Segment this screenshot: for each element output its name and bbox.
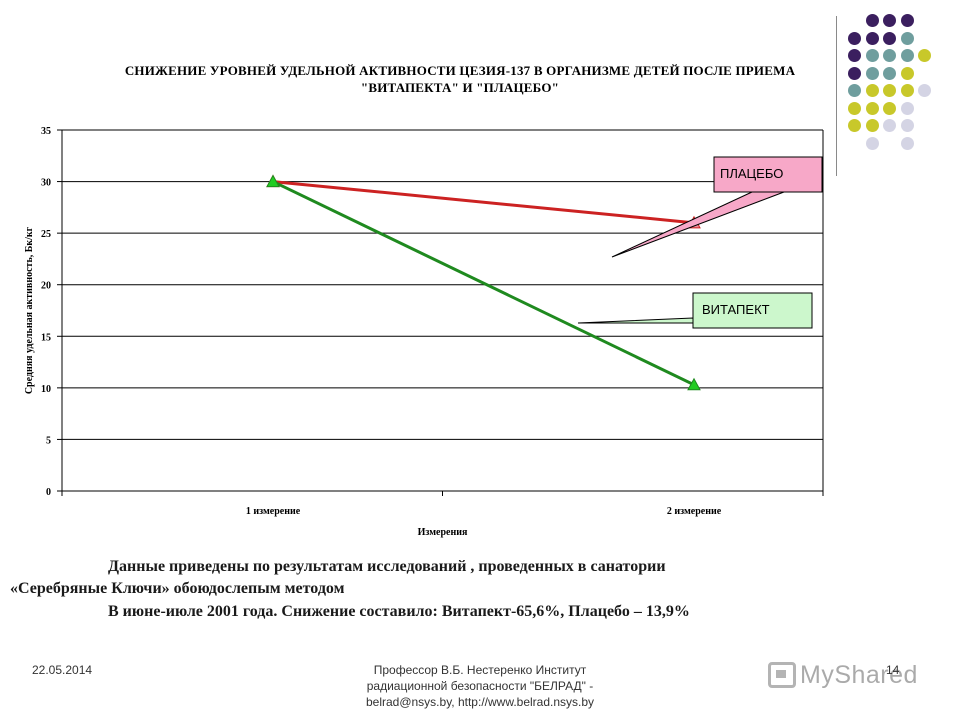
- decorative-dot-pattern: [848, 14, 944, 154]
- decorative-dot: [883, 14, 896, 27]
- decorative-dot: [900, 49, 914, 62]
- decorative-dot: [918, 84, 931, 97]
- decorative-dot: [900, 119, 914, 132]
- logo-text: MyShared: [800, 660, 918, 689]
- footer-author-line2: радиационной безопасности "БЕЛРАД" -: [366, 679, 594, 693]
- decorative-dot: [848, 66, 861, 80]
- y-tick-label: 35: [41, 126, 51, 137]
- decorative-dot: [900, 31, 914, 45]
- data-point-marker: [687, 377, 701, 391]
- decorative-dot: [848, 101, 861, 115]
- decorative-dot: [848, 49, 861, 62]
- series-line-vitapect: [272, 180, 695, 387]
- decorative-dot: [865, 84, 879, 97]
- decorative-dot: [865, 31, 879, 45]
- decorative-dot: [900, 84, 914, 97]
- chart-title-line2: "ВИТАПЕКТА" И "ПЛАЦЕБО": [360, 80, 560, 95]
- decorative-dot: [865, 119, 879, 132]
- decorative-dot: [865, 49, 879, 62]
- decorative-dot: [883, 66, 896, 80]
- decorative-divider: [836, 16, 837, 176]
- x-axis-label: Измерения: [418, 527, 468, 538]
- line-chart: 0 5 10 15 20 25 30 35 1 измерение 2 измерение Изме…: [24, 126, 824, 538]
- callout-placebo-pointer: [611, 191, 785, 258]
- y-tick-label: 15: [41, 332, 51, 343]
- decorative-dot: [900, 14, 914, 27]
- decorative-dot: [900, 101, 914, 115]
- caption-line2: «Серебряные Ключи» обоюдослепым методом: [10, 580, 345, 597]
- decorative-dot: [918, 49, 931, 62]
- y-tick-label: 30: [41, 178, 51, 189]
- footer-author-line1: Профессор В.Б. Нестеренко Институт: [373, 663, 587, 677]
- decorative-dot: [883, 84, 896, 97]
- legend-label: ВИТАПЕКТ: [702, 302, 770, 317]
- decorative-dot: [900, 66, 914, 80]
- decorative-dot: [865, 101, 879, 115]
- footer-author-line3: belrad@nsys.by, http://www.belrad.nsys.b…: [365, 695, 595, 709]
- decorative-dot: [865, 136, 879, 150]
- series-line-placebo: [272, 180, 695, 225]
- decorative-dot: [848, 31, 861, 45]
- decorative-dot: [900, 136, 914, 150]
- y-tick-label: 0: [46, 487, 51, 498]
- data-point-marker: [266, 174, 280, 188]
- decorative-dot: [848, 84, 861, 97]
- chart-title-line1: СНИЖЕНИЕ УРОВНЕЙ УДЕЛЬНОЙ АКТИВНОСТИ ЦЕЗ…: [124, 63, 796, 78]
- y-tick-label: 10: [41, 384, 51, 395]
- caption-line1: Данные приведены по результатам исследов…: [108, 558, 666, 575]
- callout-vitapect-box: [692, 292, 813, 329]
- x-tick-label: 2 измерение: [667, 506, 722, 517]
- y-tick-label: 25: [41, 229, 51, 240]
- footer-author: Профессор В.Б. Нестеренко Институт радиа…: [330, 662, 630, 710]
- x-tick-label: 1 измерение: [246, 506, 301, 517]
- decorative-dot: [883, 49, 896, 62]
- decorative-dot: [865, 66, 879, 80]
- callout-placebo-box: [713, 156, 823, 193]
- y-axis-label: Средняя удельная активность, Бк/кг: [24, 226, 35, 394]
- myshared-logo[interactable]: MyShared: [768, 658, 918, 692]
- caption-line3: В июне-июле 2001 года. Снижение составил…: [108, 603, 690, 620]
- legend-label: ПЛАЦЕБО: [720, 166, 783, 181]
- presentation-icon: [768, 662, 796, 688]
- decorative-dot: [865, 14, 879, 27]
- decorative-dot: [883, 31, 896, 45]
- footer-date: 22.05.2014: [32, 663, 93, 677]
- y-tick-label: 20: [41, 281, 51, 292]
- callout-vitapect-pointer: [577, 317, 694, 324]
- page-number: 14: [886, 663, 900, 677]
- decorative-dot: [883, 119, 896, 132]
- chart-title: СНИЖЕНИЕ УРОВНЕЙ УДЕЛЬНОЙ АКТИВНОСТИ ЦЕЗ…: [110, 62, 810, 96]
- decorative-dot: [848, 119, 861, 132]
- decorative-dot: [883, 101, 896, 115]
- y-tick-label: 5: [46, 435, 51, 446]
